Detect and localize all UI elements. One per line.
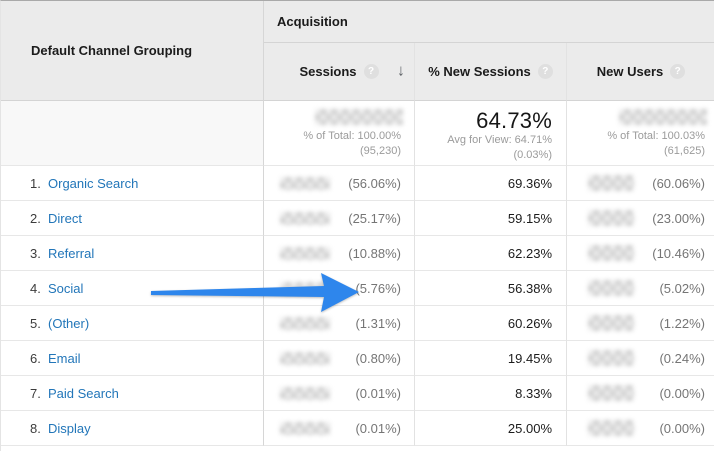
new-sessions-value: 56.38% xyxy=(507,280,552,296)
column-header-new-users[interactable]: New Users ? xyxy=(567,43,714,101)
redacted-value xyxy=(588,210,634,226)
redacted-value xyxy=(280,351,330,365)
sessions-percent: (25.17%) xyxy=(348,210,401,226)
channel-link[interactable]: Email xyxy=(48,350,81,366)
group-header-acquisition: Acquisition xyxy=(264,1,714,43)
row-rank: 2. xyxy=(30,210,41,226)
row-rank: 4. xyxy=(30,280,41,296)
channel-link[interactable]: Display xyxy=(48,420,91,436)
redacted-value xyxy=(619,109,707,125)
redacted-value xyxy=(315,109,403,125)
new-users-percent: (0.00%) xyxy=(659,385,705,401)
row-rank: 1. xyxy=(30,175,41,191)
channel-link[interactable]: Organic Search xyxy=(48,175,139,191)
sessions-percent: (0.80%) xyxy=(355,350,401,366)
summary-new-users-count: (61,625) xyxy=(664,145,705,157)
summary-new-sessions: 64.73% Avg for View: 64.71% (0.03%) xyxy=(415,101,567,166)
redacted-value xyxy=(280,281,330,295)
redacted-value xyxy=(588,315,634,331)
new-sessions-value: 69.36% xyxy=(507,175,552,191)
column-header-label: % New Sessions xyxy=(428,64,531,79)
summary-new-sessions-value: 64.73% xyxy=(476,108,552,133)
summary-sessions-count: (95,230) xyxy=(360,145,401,157)
new-sessions-value: 19.45% xyxy=(507,350,552,366)
channel-link[interactable]: (Other) xyxy=(48,315,90,331)
sessions-percent: (1.31%) xyxy=(355,315,401,331)
channel-link[interactable]: Direct xyxy=(48,210,82,226)
row-dimension-header: Default Channel Grouping xyxy=(1,1,264,101)
summary-sessions-total: % of Total: 100.00% xyxy=(303,130,401,142)
summary-new-users: % of Total: 100.03% (61,625) xyxy=(567,101,714,166)
sessions-percent: (0.01%) xyxy=(355,420,401,436)
help-icon[interactable]: ? xyxy=(670,64,686,79)
column-header-label: New Users xyxy=(596,64,664,79)
channel-link[interactable]: Referral xyxy=(48,245,95,261)
new-sessions-value: 60.26% xyxy=(507,315,552,331)
new-sessions-value: 62.23% xyxy=(507,245,552,261)
sessions-percent: (10.88%) xyxy=(348,245,401,261)
summary-new-sessions-delta: (0.03%) xyxy=(513,149,552,161)
new-sessions-value: 59.15% xyxy=(507,210,552,226)
new-sessions-value: 25.00% xyxy=(507,420,552,436)
new-users-percent: (5.02%) xyxy=(659,280,705,296)
column-header-new-sessions[interactable]: % New Sessions ? xyxy=(415,43,567,101)
redacted-value xyxy=(280,421,330,435)
new-users-percent: (1.22%) xyxy=(659,315,705,331)
redacted-value xyxy=(280,386,330,400)
redacted-value xyxy=(588,420,634,436)
summary-new-sessions-avg: Avg for View: 64.71% xyxy=(447,134,552,146)
new-users-percent: (60.06%) xyxy=(652,175,705,191)
channel-link[interactable]: Paid Search xyxy=(48,385,119,401)
row-rank: 5. xyxy=(30,315,41,331)
new-users-percent: (0.24%) xyxy=(659,350,705,366)
redacted-value xyxy=(280,176,330,190)
sort-desc-icon[interactable]: ↓ xyxy=(397,61,405,79)
redacted-value xyxy=(280,246,330,260)
row-rank: 8. xyxy=(30,420,41,436)
redacted-value xyxy=(280,316,330,330)
help-icon[interactable]: ? xyxy=(363,64,379,79)
row-rank: 7. xyxy=(30,385,41,401)
summary-row-label-cell xyxy=(1,101,264,166)
new-users-percent: (0.00%) xyxy=(659,420,705,436)
summary-new-users-total: % of Total: 100.03% xyxy=(607,130,705,142)
redacted-value xyxy=(588,280,634,296)
redacted-value xyxy=(588,385,634,401)
channel-link[interactable]: Social xyxy=(48,280,84,296)
help-icon[interactable]: ? xyxy=(537,64,553,79)
column-header-label: Sessions xyxy=(299,64,357,79)
new-users-percent: (10.46%) xyxy=(652,245,705,261)
new-sessions-value: 8.33% xyxy=(515,385,552,401)
new-users-percent: (23.00%) xyxy=(652,210,705,226)
row-rank: 6. xyxy=(30,350,41,366)
row-rank: 3. xyxy=(30,245,41,261)
sessions-percent: (56.06%) xyxy=(348,175,401,191)
column-header-sessions[interactable]: Sessions ? ↓ xyxy=(264,43,415,101)
redacted-value xyxy=(588,245,634,261)
redacted-value xyxy=(280,211,330,225)
sessions-percent: (5.76%) xyxy=(355,280,401,296)
redacted-value xyxy=(588,175,634,191)
sessions-percent: (0.01%) xyxy=(355,385,401,401)
summary-sessions: % of Total: 100.00% (95,230) xyxy=(264,101,415,166)
redacted-value xyxy=(588,350,634,366)
